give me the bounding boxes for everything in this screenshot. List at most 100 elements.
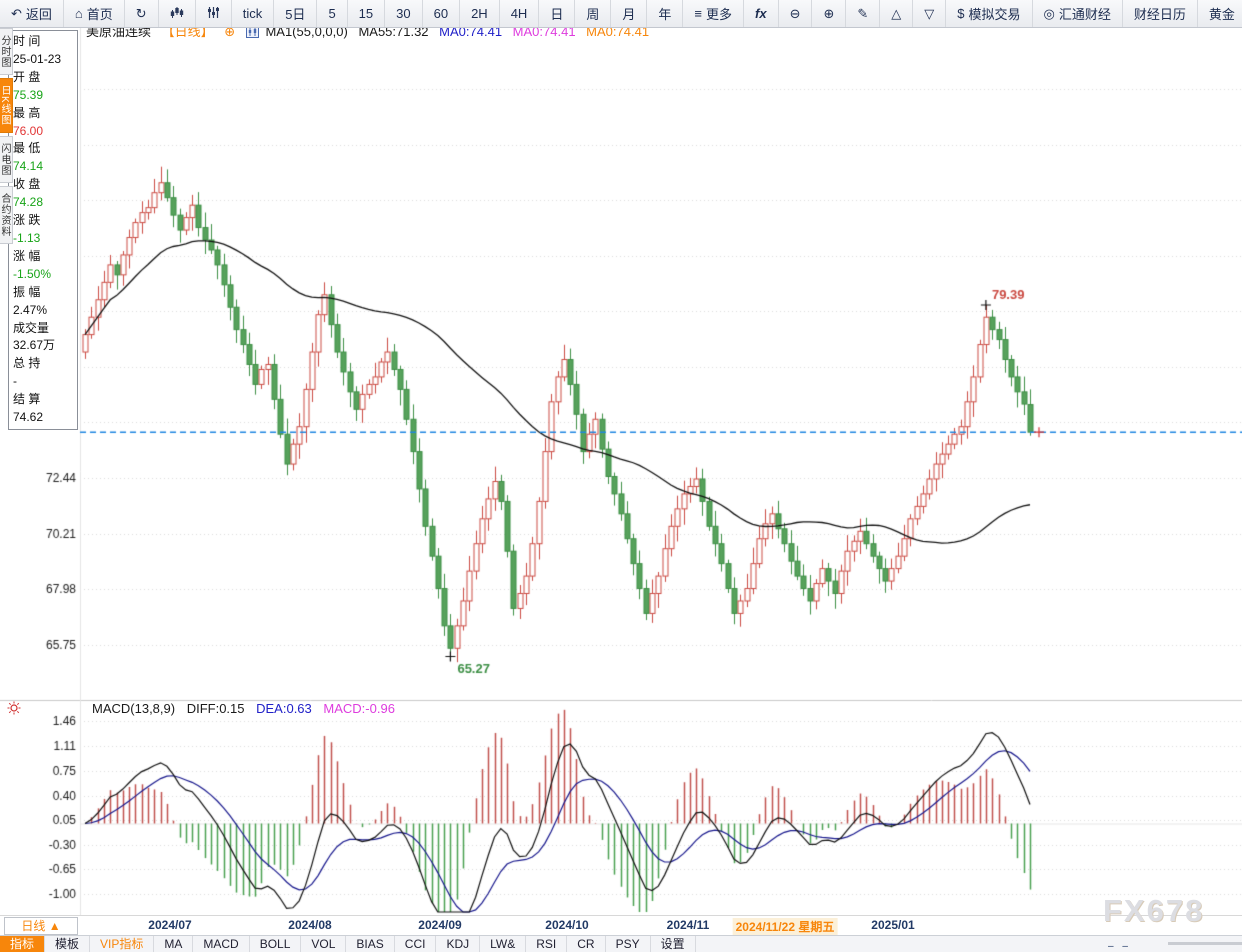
quote-value: 2.47% — [13, 302, 48, 317]
period-5d-button-label: 5日 — [285, 7, 306, 22]
quote-row: 收 盘 74.28 — [13, 176, 77, 212]
time-tick-label: 2024/09 — [418, 918, 462, 932]
quote-label: 开 盘 — [13, 69, 41, 84]
quote-label: 最 低 — [13, 141, 41, 156]
quote-row: 结 算 74.62 — [13, 391, 77, 427]
indicator-button-LW&[interactable]: LW& — [480, 936, 527, 952]
add-indicator-icon[interactable]: ⊕ — [224, 24, 236, 39]
home-button-label: 首页 — [86, 7, 113, 22]
fx678-news-button-label: 汇通财经 — [1058, 7, 1111, 22]
quote-value: -1.13 — [13, 230, 41, 245]
top-toolbar: ↶ 返回 ⌂ 首页 ↻ tick 5日 5 15 30 60 2H 4H 日 周 月年 ≡ 更多 fx ⊖ ⊕ ✎ △ ▽ $ 模… — [0, 0, 1242, 28]
sim-trade-button[interactable]: $ 模拟交易 — [946, 0, 1033, 27]
period-2h-button-label: 2H — [471, 6, 488, 21]
period-month-button[interactable]: 月 — [611, 0, 648, 27]
period-60m-button[interactable]: 60 — [423, 0, 461, 27]
quote-value: - — [13, 374, 17, 389]
macd-diff-value: DIFF:0.15 — [186, 701, 245, 716]
indicator-button-VIP指标[interactable]: VIP指标 — [90, 936, 155, 952]
home-button[interactable]: ⌂ 首页 — [64, 0, 125, 27]
quote-label: 涨 幅 — [13, 248, 41, 263]
quote-label: 最 高 — [13, 105, 41, 120]
indicator-button-CR[interactable]: CR — [567, 936, 606, 952]
period-month-button-label: 月 — [622, 7, 636, 22]
back-button[interactable]: ↶ 返回 — [0, 0, 64, 27]
quote-label: 时 间 — [13, 34, 41, 48]
tab-flash-chart[interactable]: 闪电图 — [0, 135, 13, 183]
macd-params: MACD(13,8,9) — [92, 701, 176, 716]
period-5d-button[interactable]: 5日 — [274, 0, 318, 27]
period-year-button[interactable]: 年 — [647, 0, 684, 27]
triangle-up-icon: △ — [891, 6, 902, 21]
tab-contract-info[interactable]: 合约资料 — [0, 185, 13, 244]
quote-row: 总 持 - — [13, 355, 77, 391]
fx-indicator-button[interactable]: fx — [744, 0, 779, 27]
time-axis: 日线 ▲ 2024/07 2024/08 2024/09 2024/10 2024/11… — [0, 915, 1242, 935]
indicator-button-指标[interactable]: 指标 — [0, 936, 46, 952]
zoom-out-button[interactable]: ⊖ — [779, 0, 813, 27]
back-icon: ↶ — [11, 6, 22, 21]
horizontal-scrollbar[interactable] — [1168, 942, 1242, 945]
period-5m-button[interactable]: 5 — [317, 0, 348, 27]
indicator-settings-button[interactable] — [196, 0, 232, 27]
refresh-icon: ↻ — [135, 6, 147, 21]
tab-time-chart[interactable]: 分时图 — [0, 28, 13, 75]
indicator-button-KDJ[interactable]: KDJ — [436, 936, 481, 952]
quote-value: 74.62 — [13, 410, 44, 425]
kline-chart-icon — [170, 6, 184, 21]
draw-button[interactable]: ✎ — [846, 0, 881, 27]
indicator-button-PSY[interactable]: PSY — [606, 936, 651, 952]
triangle-up-button[interactable]: △ — [880, 0, 914, 27]
quote-value: 75.39 — [13, 87, 44, 102]
indicator-button-BIAS[interactable]: BIAS — [346, 936, 395, 952]
period-15m-button[interactable]: 15 — [348, 0, 386, 27]
quote-label: 总 持 — [13, 356, 41, 371]
period-2h-button[interactable]: 2H — [460, 0, 500, 27]
indicator-button-MACD[interactable]: MACD — [193, 936, 250, 952]
tab-daily-kline[interactable]: 日K线图 — [0, 78, 13, 133]
period-day-button-label: 日 — [550, 7, 564, 22]
quote-panel: 时 间 25-01-23 开 盘 75.39 最 高 76.00 最 低 74.14 收 盘 74… — [8, 30, 78, 430]
quote-row: 成交量 32.67万 — [13, 320, 77, 356]
quote-value: 32.67万 — [13, 338, 56, 353]
gold-button[interactable]: 黄金 — [1198, 0, 1242, 27]
period-day-button[interactable]: 日 — [539, 0, 576, 27]
triangle-down-button[interactable]: ▽ — [913, 0, 947, 27]
zoom-in-icon: ⊕ — [823, 6, 835, 21]
kline-view-button[interactable] — [159, 0, 196, 27]
indicator-button-BOLL[interactable]: BOLL — [250, 936, 302, 952]
period-tick-button[interactable]: tick — [232, 0, 275, 27]
indicator-toolbar: 指标 模板 VIP指标 MA MACD BOLL VOL BIAS CCI KDJ LW& RSI CR… — [0, 935, 1242, 952]
refresh-button[interactable]: ↻ — [125, 0, 159, 27]
indicator-button-RSI[interactable]: RSI — [526, 936, 568, 952]
indicator-button-MA[interactable]: MA — [154, 936, 194, 952]
indicator-button-设置[interactable]: 设置 — [651, 936, 696, 952]
calendar-button-label: 财经日历 — [1133, 7, 1186, 22]
more-button[interactable]: ≡ 更多 — [683, 0, 744, 27]
indicator-button-CCI[interactable]: CCI — [395, 936, 437, 952]
quote-label: 收 盘 — [13, 177, 41, 192]
period-30m-button[interactable]: 30 — [385, 0, 423, 27]
zoom-out-icon: ⊖ — [789, 6, 801, 21]
macd-legend: MACD(13,8,9) DIFF:0.15 DEA:0.63 MACD:-0.… — [92, 701, 403, 716]
fx678-news-button[interactable]: ◎ 汇通财经 — [1033, 0, 1123, 27]
zoom-in-button[interactable]: ⊕ — [812, 0, 847, 27]
time-tick-label: 2024/08 — [288, 918, 332, 932]
calendar-button[interactable]: 财经日历 — [1123, 0, 1198, 27]
macd-bar-value: MACD:-0.96 — [323, 701, 395, 716]
quote-value: 25-01-23 — [13, 51, 62, 66]
period-selector[interactable]: 日线 ▲ — [4, 917, 78, 935]
price-macd-chart[interactable] — [0, 28, 1242, 915]
gold-button-label: 黄金 — [1208, 7, 1235, 22]
indicator-button-模板[interactable]: 模板 — [45, 936, 91, 952]
menu-icon: ≡ — [694, 6, 702, 21]
indicator-sun-icon[interactable] — [7, 701, 21, 715]
time-tick-label: 2025/01 — [871, 918, 915, 932]
indicator-button-VOL[interactable]: VOL — [301, 936, 347, 952]
period-4h-button[interactable]: 4H — [500, 0, 540, 27]
period-week-button-label: 周 — [586, 7, 600, 22]
fx678-watermark: FX678 — [1103, 893, 1205, 928]
time-tick-label: 2024/11 — [666, 918, 710, 932]
fx-indicator-button-label: fx — [755, 6, 767, 21]
period-week-button[interactable]: 周 — [575, 0, 612, 27]
